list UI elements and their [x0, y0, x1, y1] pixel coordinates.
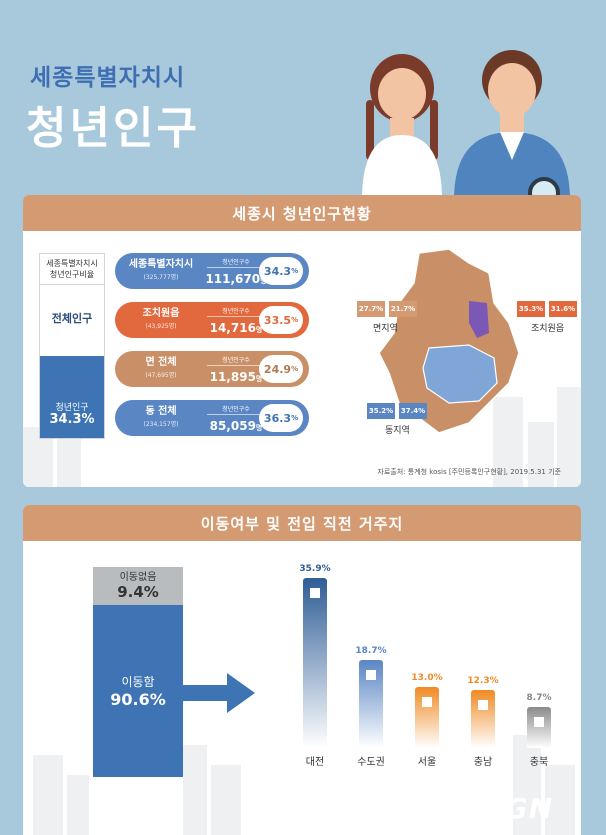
stat-label: 청년인구수 — [207, 306, 265, 317]
title-area: 세종특별자치시 청년인구 — [0, 0, 606, 200]
stat-sub: (43,925명) — [145, 323, 177, 330]
building-window-icon — [478, 700, 488, 710]
move-value: 90.6% — [110, 690, 166, 709]
ratio-box-title: 세종특별자치시 청년인구비율 — [40, 254, 104, 285]
total-population-label: 전체인구 — [51, 312, 93, 325]
youth-label: 청년인구 — [55, 403, 89, 413]
stat-sub: (234,157명) — [143, 421, 179, 428]
sejong-map-area: 27.7% 21.7% 면지역 35.3% 31.6% 조치원읍 35.2% 3… — [319, 243, 581, 463]
stat-unit: 명 — [255, 326, 263, 334]
destination-bar-chart: 35.9% 대전 18.7% 수도권 13.0% 서울 12.3% 충남 8.7% 충북 — [273, 564, 573, 776]
stat-number: 85,059 — [209, 419, 256, 433]
stat-pct-unit: % — [291, 316, 299, 324]
building-window-icon — [534, 717, 544, 727]
bar-충남 — [471, 690, 495, 748]
section2-header: 이동여부 및 전입 직전 거주지 — [23, 505, 581, 541]
building-window-icon — [422, 697, 432, 707]
bar-value-label: 18.7% — [355, 646, 387, 656]
migration-card: 이동여부 및 전입 직전 거주지 이동없음 9.4% 이동함 90.6% 35.… — [23, 505, 581, 835]
city-skyline — [33, 735, 575, 835]
stat-pct: 36.3 — [263, 411, 292, 425]
stat-label: 청년인구수 — [207, 257, 265, 268]
ratio-title-label: 청년인구비율 — [49, 270, 95, 279]
title-city: 세종특별자치시 — [30, 65, 186, 91]
bar-value-label: 8.7% — [526, 693, 552, 703]
stat-pct-unit: % — [291, 267, 299, 275]
youth-ratio-text: 청년인구 34.3% — [40, 402, 104, 426]
jochiwon-label: 조치원읍 — [531, 324, 565, 334]
bar-value-label: 12.3% — [467, 676, 499, 686]
move-label: 이동함 — [121, 675, 155, 689]
people-illustration — [362, 50, 570, 200]
stat-name: 면 전체 — [145, 357, 177, 368]
stat-number: 111,670 — [205, 272, 261, 286]
population-ratio-box: 세종특별자치시 청년인구비율 전체인구 청년인구 34.3% — [39, 253, 105, 439]
stat-unit: 명 — [255, 424, 263, 432]
bar-수도권 — [359, 660, 383, 748]
city-skyline — [23, 387, 581, 487]
bar-대전 — [303, 578, 327, 748]
stat-sub: (47,695명) — [145, 372, 177, 379]
no-move-label: 이동없음 — [119, 572, 157, 583]
myeon-male-pct: 27.7% — [357, 301, 385, 317]
migration-ratio-bar: 이동없음 9.4% 이동함 90.6% — [93, 567, 183, 777]
dong-male-pct: 35.2% — [367, 403, 395, 419]
bar-category-label: 충남 — [473, 757, 493, 768]
stat-name: 동 전체 — [145, 406, 177, 417]
stat-pct: 24.9 — [263, 362, 292, 376]
youth-population-card: 세종시 청년인구현황 세종특별자치시 청년인구비율 전체인구 청년인구 34.3… — [23, 195, 581, 487]
youth-pct: 34.3% — [49, 412, 95, 427]
title-main: 청년인구 — [26, 103, 200, 154]
move-segment: 이동함 90.6% — [93, 605, 183, 777]
bar-value-label: 35.9% — [299, 564, 331, 574]
bar-충북 — [527, 707, 551, 748]
stat-pct-unit: % — [291, 414, 299, 422]
jochiwon-male-pct: 35.3% — [517, 301, 545, 317]
section1-header: 세종시 청년인구현황 — [23, 195, 581, 231]
stat-label: 청년인구수 — [207, 404, 265, 415]
stat-name: 세종특별자치시 — [128, 259, 194, 270]
bar-category-label: 서울 — [417, 757, 437, 768]
dong-label: 동지역 — [385, 426, 410, 436]
stat-number: 14,716 — [209, 321, 256, 335]
bar-category-label: 충북 — [529, 757, 549, 768]
data-source: 자료출처: 통계청 kosis [주민등록인구현황], 2019.5.31 기준 — [377, 468, 561, 476]
stat-name: 조치원읍 — [142, 308, 180, 319]
stat-row-dong: 동 전체 (234,157명) 청년인구수 85,059명 36.3% — [115, 400, 309, 436]
stat-unit: 명 — [255, 375, 263, 383]
jochiwon-female-pct: 31.6% — [549, 301, 577, 317]
bar-category-label: 대전 — [305, 757, 325, 768]
arrow-right-icon — [183, 673, 255, 713]
stat-pct: 33.5 — [263, 313, 292, 327]
stat-row-jochiwon: 조치원읍 (43,925명) 청년인구수 14,716명 33.5% — [115, 302, 309, 338]
dong-female-pct: 37.4% — [399, 403, 427, 419]
tgn-logo: TGN — [484, 792, 553, 825]
no-move-value: 9.4% — [117, 583, 159, 601]
sejong-map — [378, 248, 520, 434]
stat-pct-unit: % — [291, 365, 299, 373]
stat-label: 청년인구수 — [207, 355, 265, 366]
bar-서울 — [415, 687, 439, 748]
no-move-segment: 이동없음 9.4% — [93, 567, 183, 605]
myeon-label: 면지역 — [373, 324, 398, 334]
myeon-female-pct: 21.7% — [389, 301, 417, 317]
bar-category-label: 수도권 — [357, 757, 385, 768]
building-window-icon — [366, 670, 376, 680]
stat-pct: 34.3 — [263, 264, 292, 278]
bar-value-label: 13.0% — [411, 673, 443, 683]
stat-row-myeon: 면 전체 (47,695명) 청년인구수 11,895명 24.9% — [115, 351, 309, 387]
stat-number: 11,895 — [209, 370, 256, 384]
building-window-icon — [310, 588, 320, 598]
ratio-title-city: 세종특별자치시 — [46, 259, 98, 268]
youth-ratio-fill — [40, 356, 104, 438]
stat-sub: (325,777명) — [143, 274, 179, 281]
